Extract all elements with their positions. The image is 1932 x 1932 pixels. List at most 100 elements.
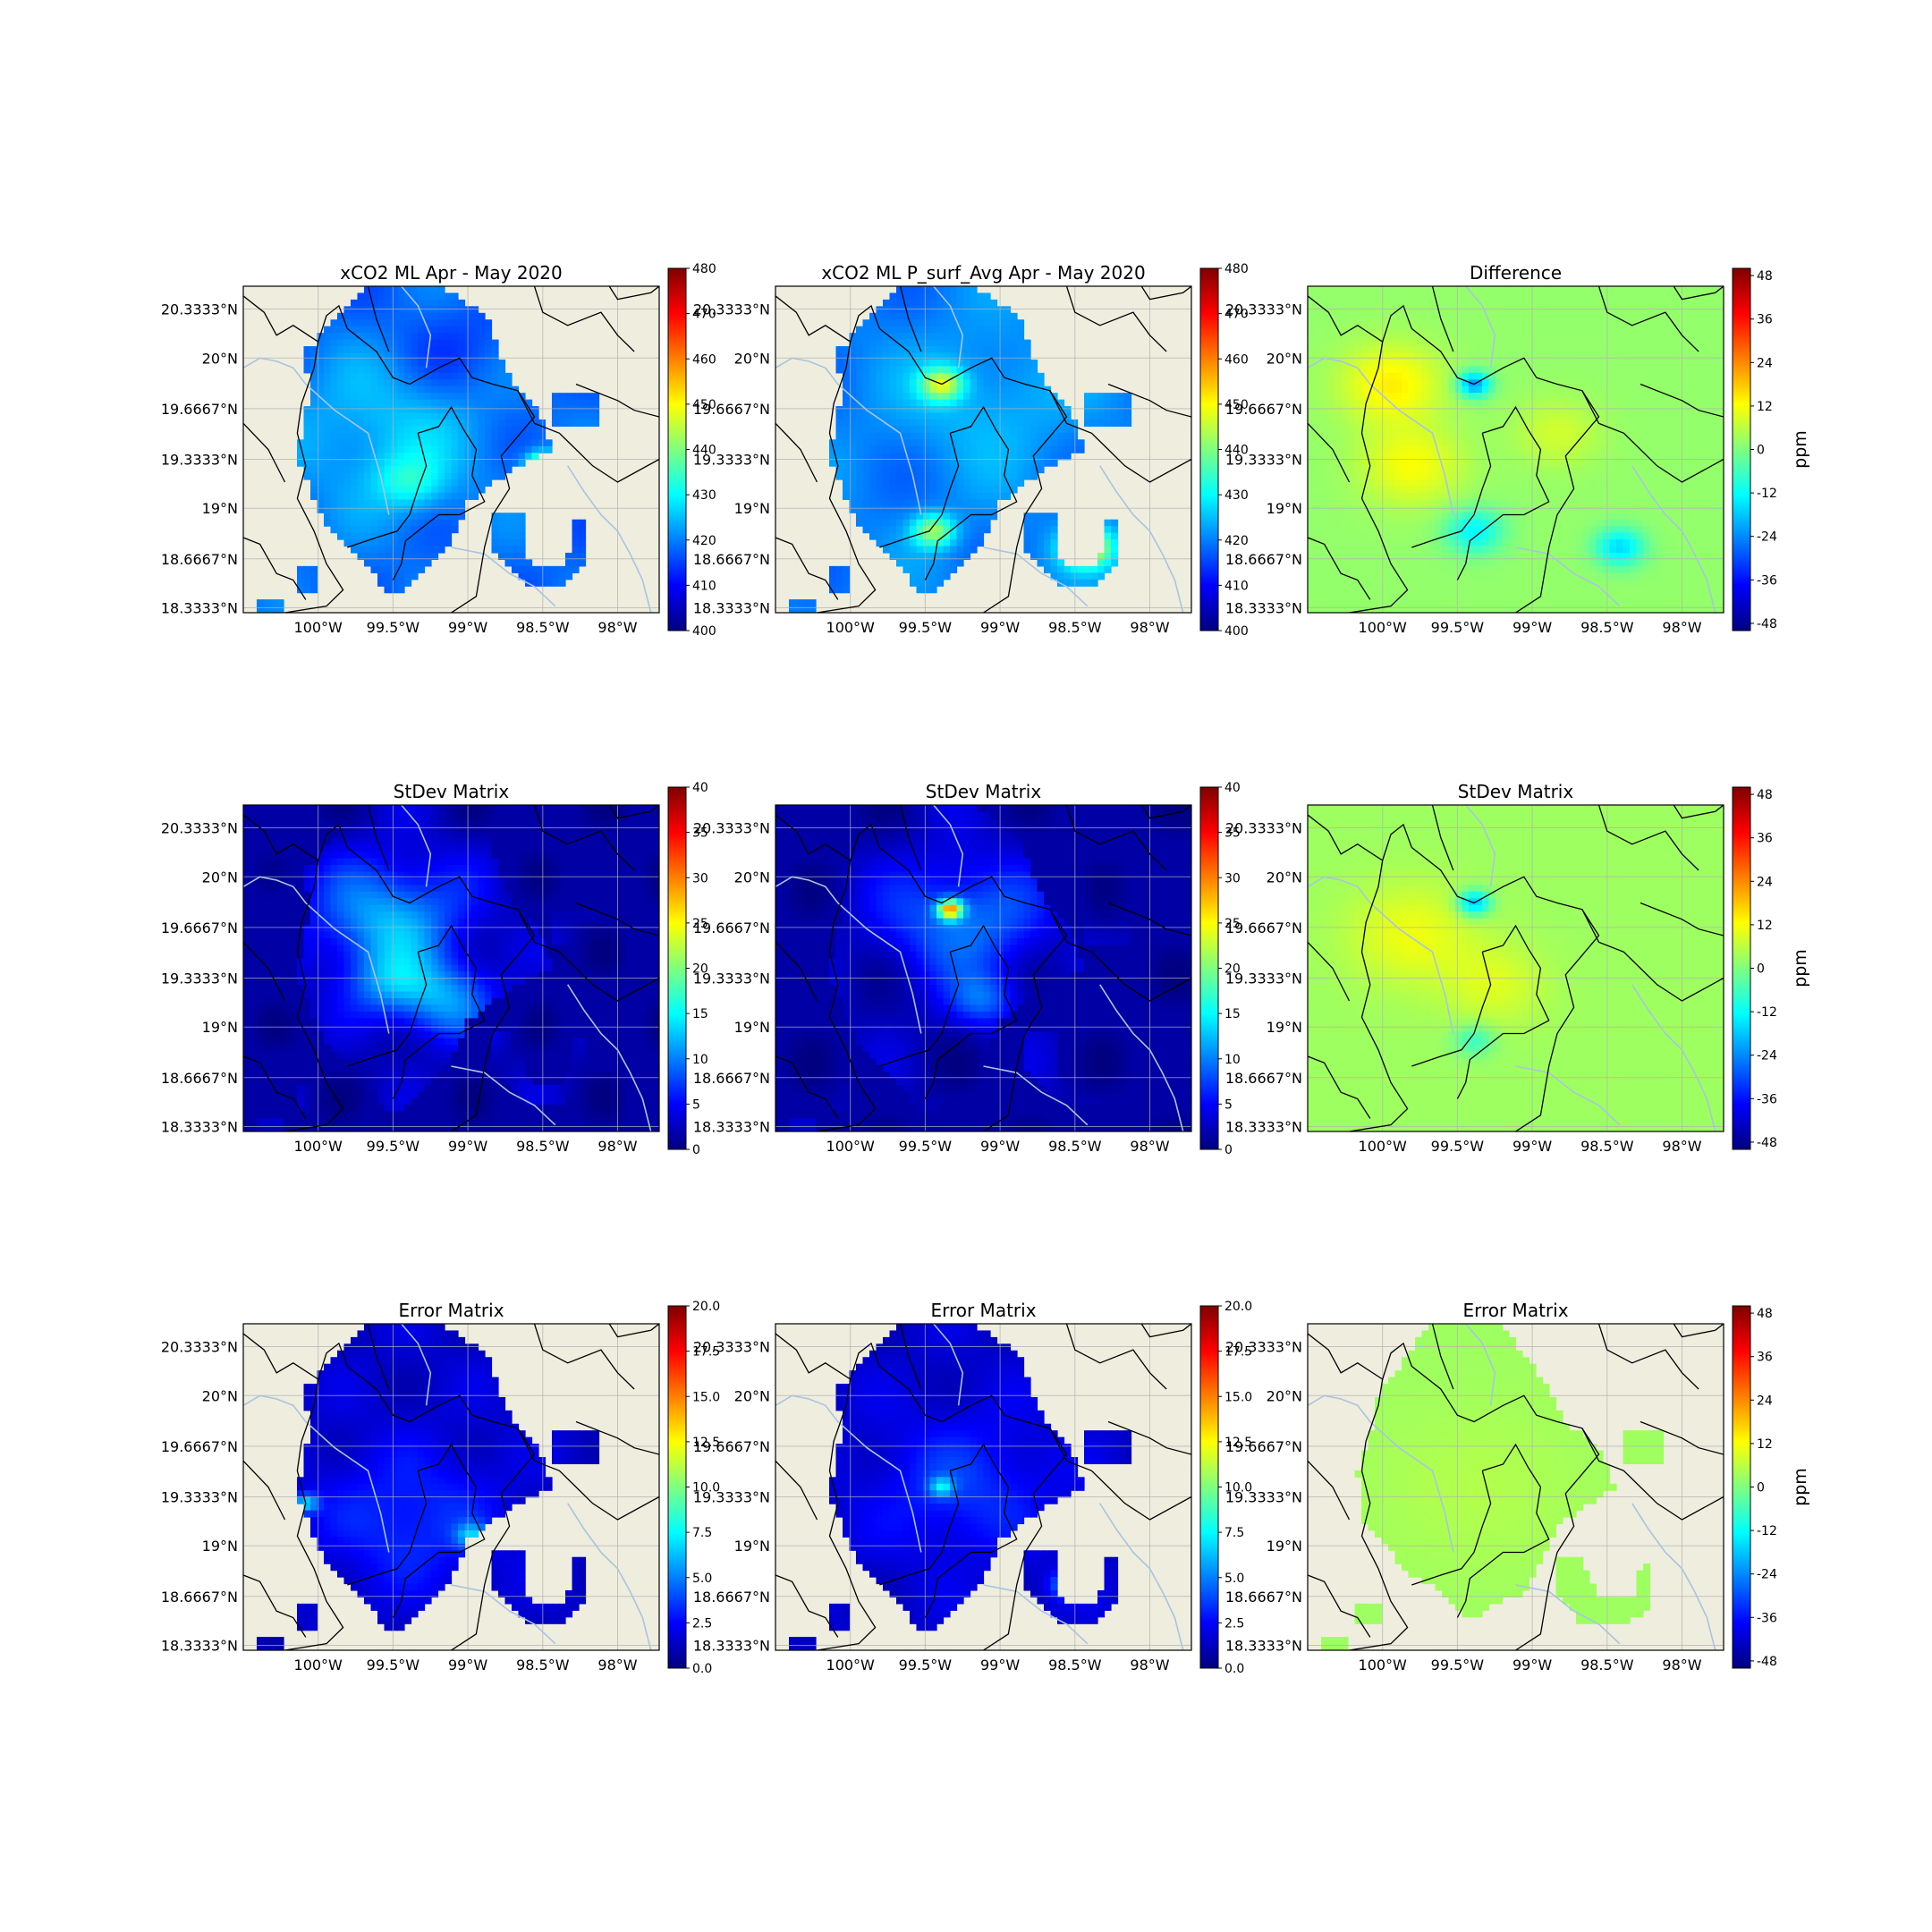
heatmap-cell (1643, 333, 1651, 341)
heatmap-cell (1549, 445, 1557, 453)
heatmap-cell (437, 399, 445, 407)
heatmap-cell (950, 386, 958, 394)
heatmap-cell (384, 299, 392, 307)
heatmap-cell (263, 599, 271, 607)
heatmap-cell (364, 466, 372, 474)
heatmap-cell (1502, 466, 1510, 474)
heatmap-cell (1609, 319, 1617, 327)
heatmap-cell (1676, 399, 1684, 407)
heatmap-cell (1341, 286, 1349, 294)
heatmap-cell (977, 299, 985, 307)
heatmap-cell (1536, 505, 1544, 513)
heatmap-cell (437, 505, 445, 513)
heatmap-cell (451, 399, 459, 407)
heatmap-cell (297, 579, 305, 587)
heatmap-cell (1482, 299, 1490, 307)
heatmap-cell (1710, 299, 1718, 307)
heatmap-cell (384, 486, 392, 494)
heatmap-cell (1421, 399, 1429, 407)
heatmap-cell (1542, 505, 1550, 513)
heatmap-cell (983, 312, 991, 320)
heatmap-cell (498, 526, 506, 534)
heatmap-cell (1536, 432, 1544, 440)
heatmap-cell (1663, 319, 1671, 327)
heatmap-cell (943, 439, 951, 447)
heatmap-cell (498, 359, 506, 367)
heatmap-cell (491, 519, 499, 527)
heatmap-cell (384, 419, 392, 428)
heatmap-cell (1515, 519, 1523, 527)
heatmap-cell (1314, 286, 1322, 294)
heatmap-cell (1703, 479, 1711, 487)
heatmap-cell (943, 499, 951, 507)
heatmap-cell (330, 486, 338, 494)
heatmap-cell (1050, 412, 1058, 420)
heatmap-cell (1563, 412, 1571, 420)
heatmap-cell (795, 606, 803, 613)
heatmap-cell (1549, 419, 1557, 428)
heatmap-cell (357, 499, 365, 507)
river-line (983, 547, 1089, 607)
heatmap-cell (916, 439, 924, 447)
heatmap-cell (1670, 445, 1678, 453)
heatmap-cell (504, 519, 513, 527)
heatmap-cell (445, 379, 453, 387)
heatmap-cell (856, 333, 864, 341)
heatmap-cell (437, 432, 445, 440)
heatmap-cell (902, 312, 911, 320)
heatmap-cell (310, 445, 318, 453)
heatmap-cell (1716, 333, 1724, 341)
heatmap-cell (1488, 486, 1496, 494)
heatmap-cell (491, 513, 499, 521)
heatmap-cell (1522, 386, 1530, 394)
heatmap-cell (370, 412, 378, 420)
heatmap-cell (1394, 366, 1402, 374)
heatmap-cell (397, 406, 405, 414)
heatmap-cell (1017, 366, 1025, 374)
heatmap-cell (391, 386, 399, 394)
heatmap-cell (983, 412, 991, 420)
heatmap-cell (377, 466, 386, 474)
heatmap-cell (1542, 479, 1550, 487)
heatmap-cell (485, 352, 493, 360)
heatmap-cell (1690, 352, 1698, 360)
heatmap-cell (923, 466, 931, 474)
heatmap-cell (437, 492, 445, 500)
state-border (575, 383, 659, 418)
heatmap-cell (1630, 532, 1638, 540)
heatmap-cell (364, 333, 372, 341)
heatmap-cell (1354, 505, 1362, 513)
heatmap-cell (1341, 426, 1349, 434)
heatmap-cell (1596, 319, 1604, 327)
heatmap-cell (478, 419, 486, 428)
heatmap-cell (1589, 426, 1597, 434)
heatmap-cell (862, 513, 870, 521)
heatmap-cell (397, 479, 405, 487)
heatmap-cell (1623, 333, 1631, 341)
heatmap-cell (471, 372, 479, 380)
heatmap-cell (883, 499, 891, 507)
heatmap-cell (950, 412, 958, 420)
heatmap-cell (1630, 519, 1638, 527)
heatmap-cell (1314, 352, 1322, 360)
heatmap-cell (1623, 526, 1631, 534)
heatmap-cell (889, 352, 897, 360)
heatmap-cell (485, 346, 493, 354)
heatmap-cell (943, 419, 951, 428)
heatmap-cell (1442, 412, 1450, 420)
heatmap-cell (1515, 459, 1523, 467)
heatmap-cell (1341, 346, 1349, 354)
heatmap-cell (950, 366, 958, 374)
heatmap-cell (1515, 466, 1523, 474)
heatmap-cell (1596, 292, 1604, 301)
heatmap-cell (364, 319, 372, 327)
heatmap-cell (337, 492, 345, 500)
heatmap-cell (445, 499, 453, 507)
heatmap-cell (983, 372, 991, 380)
heatmap-cell (404, 319, 412, 327)
heatmap-cell (364, 472, 372, 480)
heatmap-cell (491, 426, 499, 434)
heatmap-cell (923, 346, 931, 354)
heatmap-cell (343, 333, 352, 341)
heatmap-cell (1710, 286, 1718, 294)
